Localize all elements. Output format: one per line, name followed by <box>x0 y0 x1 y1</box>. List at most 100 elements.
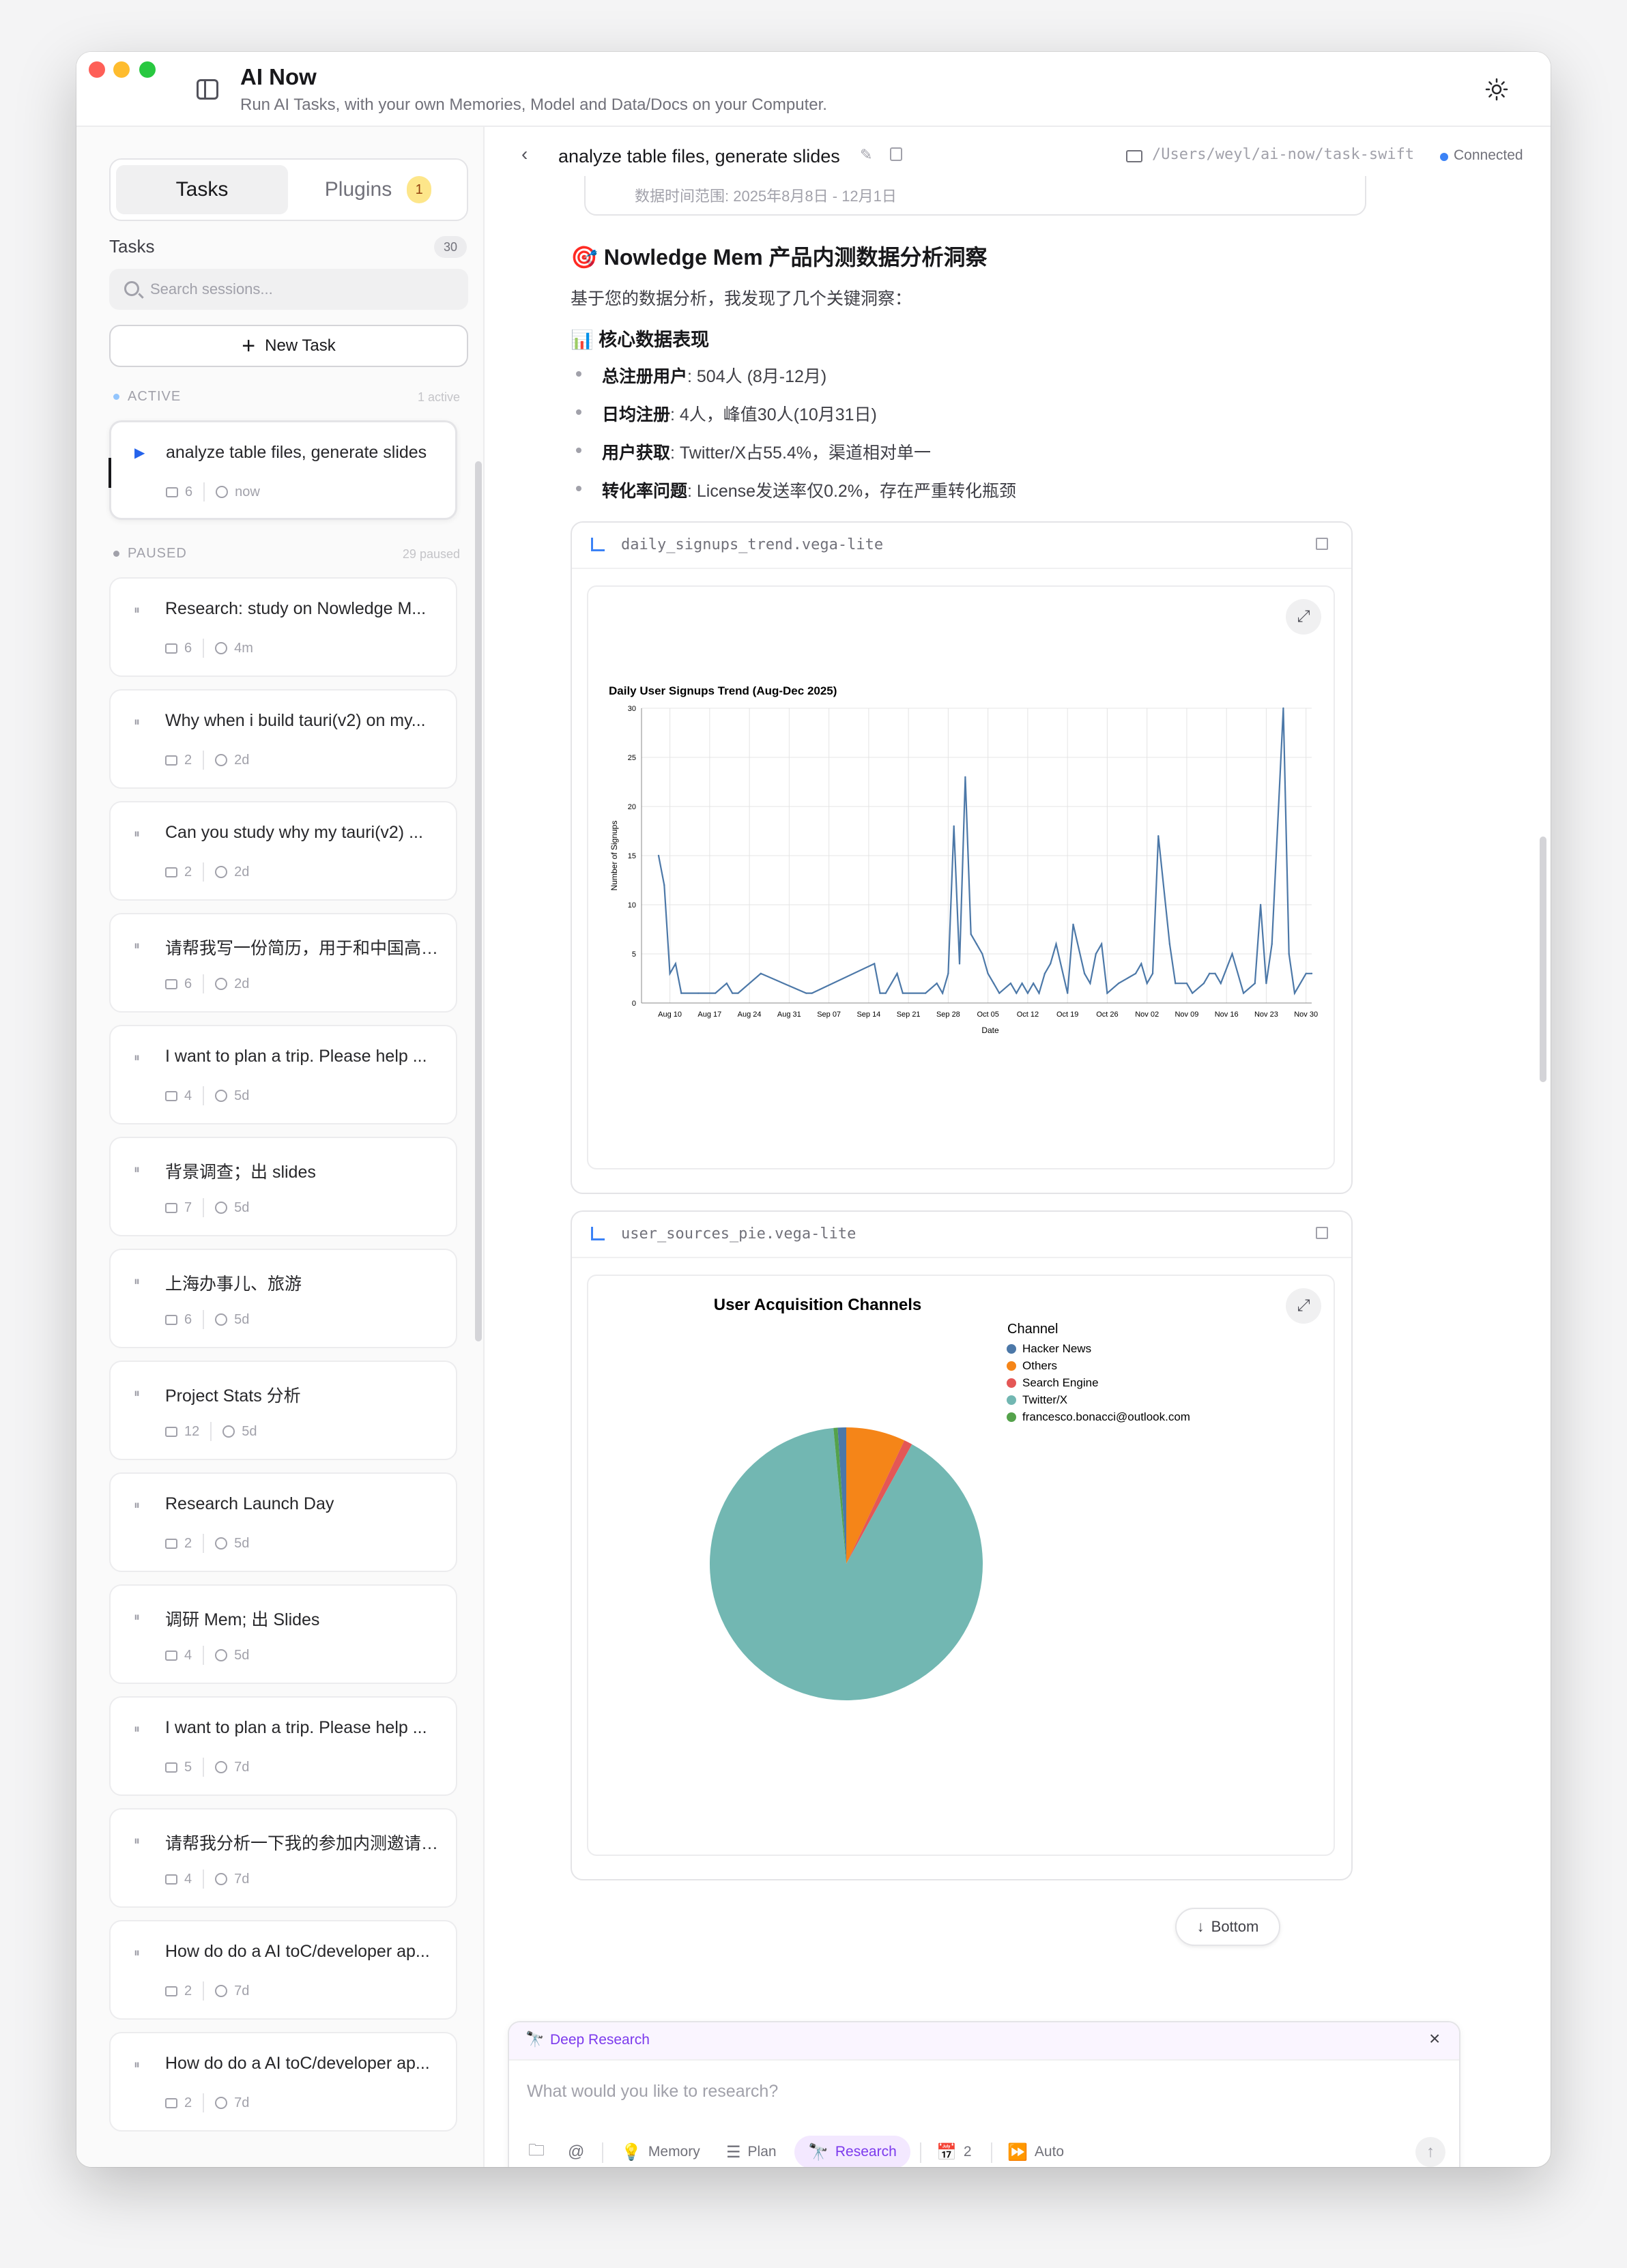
task-item[interactable]: ⏸ Project Stats 分析 12 5d <box>109 1361 457 1460</box>
sidebar-toggle-icon[interactable] <box>197 79 218 100</box>
task-item[interactable]: ⏸ I want to plan a trip. Please help ... 4… <box>109 1025 457 1124</box>
auto-button[interactable]: ⏩ Auto <box>1007 2136 1064 2167</box>
back-chevron-icon[interactable]: ‹ <box>521 143 528 164</box>
pause-icon: ⏸ <box>134 939 140 953</box>
close-window-button[interactable] <box>89 61 105 78</box>
clock-icon <box>215 1090 228 1102</box>
pie-slice <box>710 1427 983 1701</box>
search-input[interactable] <box>150 269 450 310</box>
task-item[interactable]: ⏸ Research: study on Nowledge M... 6 4m <box>109 577 457 677</box>
signup-data-point <box>1146 983 1148 985</box>
task-time: 5d <box>234 1200 250 1215</box>
open-external-icon[interactable] <box>1316 1227 1328 1239</box>
copy-icon[interactable] <box>890 147 902 161</box>
signup-data-point <box>674 963 677 965</box>
chart-title: Daily User Signups Trend (Aug-Dec 2025) <box>609 684 837 697</box>
task-item[interactable]: ⏸ How do do a AI toC/developer ap... 2 7d <box>109 1920 457 2020</box>
memory-label: Memory <box>648 2144 700 2160</box>
sidebar-scrollbar[interactable] <box>475 461 482 1341</box>
signup-data-point <box>1168 943 1171 945</box>
task-item[interactable]: ⏸ 请帮我写一份简历，用于和中国高校... 6 2d <box>109 913 457 1013</box>
minimize-window-button[interactable] <box>113 61 130 78</box>
task-item[interactable]: ⏸ Can you study why my tauri(v2) ... 2 2d <box>109 801 457 901</box>
clock-icon <box>215 1873 228 1885</box>
research-input[interactable] <box>527 2074 1441 2108</box>
insight-intro: 基于您的数据分析，我发现了几个关键洞察： <box>571 289 912 308</box>
task-item[interactable]: ⏸ 请帮我分析一下我的参加内测邀请和... 4 7d <box>109 1808 457 1908</box>
maximize-window-button[interactable] <box>139 61 156 78</box>
task-message-count: 7 <box>184 1200 192 1215</box>
sun-icon[interactable] <box>1485 78 1508 101</box>
task-title: 调研 Mem; 出 Slides <box>165 1610 320 1629</box>
message-icon <box>165 1874 177 1885</box>
task-meta: 2 2d <box>165 862 249 882</box>
signup-data-point <box>1259 903 1262 906</box>
calendar-button[interactable]: 📅 2 <box>936 2136 972 2167</box>
memory-button[interactable]: 💡 Memory <box>621 2136 700 2167</box>
message-icon <box>165 1986 177 1996</box>
task-title: 请帮我写一份简历，用于和中国高校... <box>165 939 445 958</box>
task-item[interactable]: ⏸ Research Launch Day 2 5d <box>109 1472 457 1572</box>
signup-data-point <box>663 884 665 886</box>
signup-data-point <box>998 992 1000 994</box>
clock-icon <box>215 1761 228 1773</box>
send-button[interactable]: ↑ <box>1415 2137 1445 2167</box>
open-external-icon[interactable] <box>1316 538 1328 550</box>
titlebar: AI Now Run AI Tasks, with your own Memor… <box>76 52 1551 127</box>
edit-pencil-icon[interactable]: ✎ <box>860 146 873 163</box>
new-task-button[interactable]: + New Task <box>109 325 468 367</box>
app-subtitle: Run AI Tasks, with your own Memories, Mo… <box>240 96 827 114</box>
scroll-bottom-button[interactable]: ↓ Bottom <box>1175 1908 1280 1946</box>
signup-data-point <box>1242 992 1245 994</box>
task-item[interactable]: ⏸ 背景调查；出 slides 7 5d <box>109 1137 457 1236</box>
close-icon[interactable]: × <box>1429 2028 1441 2049</box>
signup-data-point <box>987 972 989 974</box>
telescope-icon: 🔭 <box>525 2031 545 2048</box>
y-tick-label: 30 <box>628 705 636 713</box>
task-message-count: 4 <box>184 1088 192 1103</box>
pause-icon: ⏸ <box>134 1275 140 1288</box>
signup-data-point <box>1117 983 1120 985</box>
message-icon <box>165 1762 177 1773</box>
card-header: user_sources_pie.vega-lite <box>572 1212 1351 1258</box>
expand-icon[interactable]: ⤢ <box>1286 1288 1321 1324</box>
task-item[interactable]: ⏸ 调研 Mem; 出 Slides 4 5d <box>109 1584 457 1684</box>
task-title: How do do a AI toC/developer ap... <box>165 2054 430 2073</box>
fast-forward-icon: ⏩ <box>1007 2142 1028 2162</box>
task-meta: 5 7d <box>165 1758 249 1777</box>
plan-button[interactable]: ☰ Plan <box>726 2136 777 2167</box>
signup-data-point <box>1050 963 1052 965</box>
card-header: daily_signups_trend.vega-lite <box>572 523 1351 569</box>
signup-data-point <box>964 776 966 778</box>
main-panel: ‹ analyze table files, generate slides ✎… <box>486 127 1551 2167</box>
tab-plugins-label: Plugins <box>324 178 392 201</box>
task-meta: 12 5d <box>165 1422 257 1441</box>
task-message-count: 2 <box>184 752 192 768</box>
task-item-active[interactable]: ▶ analyze table files, generate slides 6… <box>109 420 457 520</box>
workspace-path[interactable]: /Users/weyl/ai-now/task-swift <box>1152 146 1415 163</box>
task-meta: 6 5d <box>165 1310 249 1329</box>
mention-button[interactable]: @ <box>568 2136 591 2167</box>
main-scrollbar[interactable] <box>1540 837 1546 1082</box>
research-button[interactable]: 🔭 Research <box>794 2136 910 2167</box>
signup-data-point <box>1157 835 1160 837</box>
task-meta: 7 5d <box>165 1198 249 1217</box>
active-group-label: ACTIVE <box>113 389 181 405</box>
folder-button[interactable]: 🗀 <box>528 2136 551 2167</box>
task-item[interactable]: ⏸ Why when i build tauri(v2) on my... 2 2d <box>109 689 457 789</box>
legend-swatch <box>1007 1395 1016 1405</box>
plus-icon: + <box>242 333 256 359</box>
task-meta: 6 4m <box>165 639 253 658</box>
task-item[interactable]: ⏸ How do do a AI toC/developer ap... 2 7d <box>109 2032 457 2132</box>
task-item[interactable]: ⏸ I want to plan a trip. Please help ... 5… <box>109 1696 457 1796</box>
at-icon: @ <box>568 2142 585 2161</box>
task-message-count: 2 <box>184 864 192 879</box>
clock-icon <box>215 978 228 990</box>
tab-tasks[interactable]: Tasks <box>116 165 288 214</box>
tab-plugins[interactable]: Plugins 1 <box>292 165 464 214</box>
paused-group-label: PAUSED <box>113 546 187 562</box>
task-item[interactable]: ⏸ 上海办事儿、旅游 6 5d <box>109 1249 457 1348</box>
folder-icon[interactable] <box>1126 150 1142 162</box>
expand-icon[interactable]: ⤢ <box>1286 599 1321 635</box>
card-filename: user_sources_pie.vega-lite <box>621 1225 856 1242</box>
